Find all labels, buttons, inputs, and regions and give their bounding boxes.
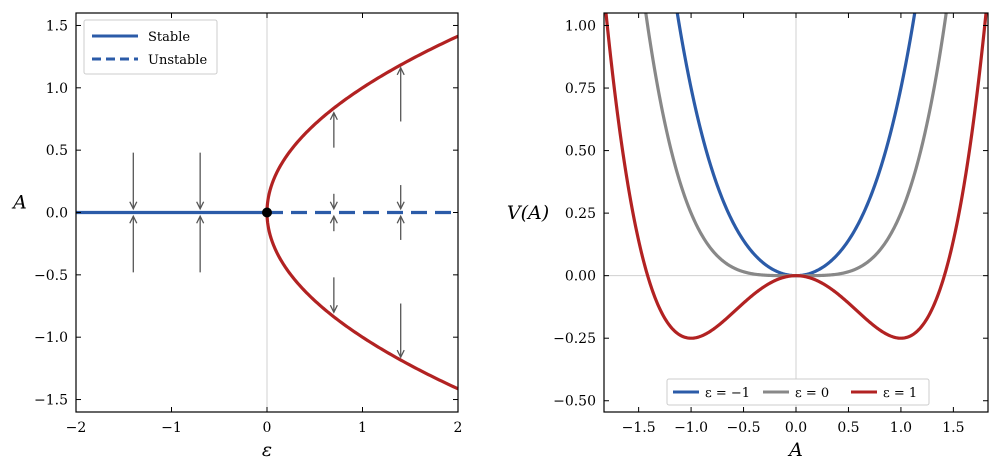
right-x-tick-label: −1.0 — [674, 420, 708, 436]
bifurcation-diagram-panel: −2 −1 0 1 2 1.5 1.0 0.5 0.0 −0.5 −1.0 −1.5 ε A Stab… — [11, 12, 463, 461]
flow-arrow — [196, 152, 205, 211]
flow-arrow — [396, 303, 405, 359]
right-legend-box — [666, 378, 930, 406]
right-x-tick-label: −1.5 — [622, 420, 656, 436]
right-x-tick-label: 0.5 — [837, 420, 859, 436]
right-y-tick-label: 0.75 — [565, 81, 596, 97]
legend-label-unstable: Unstable — [148, 53, 207, 68]
left-y-tick-label: 0.0 — [46, 206, 68, 222]
right-y-tick-label: 1.00 — [565, 19, 596, 35]
left-y-tick-label: −1.0 — [34, 330, 68, 346]
right-y-tick-label: −0.25 — [553, 331, 596, 347]
flow-arrow — [396, 214, 405, 240]
legend-label-eps-0: ε = 0 — [795, 386, 829, 401]
left-y-tick-label: 1.5 — [46, 18, 68, 34]
potential-curve-eps-1 — [604, 13, 988, 340]
flow-arrow — [129, 214, 138, 273]
flow-arrow — [329, 193, 338, 211]
left-series-stable-upper-branch — [265, 34, 459, 213]
left-y-axis-label: A — [11, 192, 27, 214]
right-y-tick-label: 0.00 — [565, 269, 596, 285]
right-y-tick-label: 0.50 — [565, 144, 596, 160]
left-y-tick-label: −1.5 — [34, 393, 68, 409]
legend-label-eps-neg1: ε = −1 — [705, 386, 750, 401]
flow-arrow — [329, 214, 338, 232]
right-x-tick-label: −0.5 — [727, 420, 761, 436]
left-legend-box — [83, 19, 218, 75]
left-x-tick-label: 1 — [358, 420, 367, 436]
flow-arrow — [129, 152, 138, 211]
right-legend: ε = −1 ε = 0 ε = 1 — [666, 378, 930, 406]
legend-label-eps-1: ε = 1 — [883, 386, 917, 401]
left-series-stable-lower-branch — [265, 212, 459, 391]
flow-arrow — [196, 214, 205, 273]
left-y-tick-label: −0.5 — [34, 268, 68, 284]
left-x-tick-label: 0 — [263, 420, 272, 436]
flow-arrow — [329, 111, 338, 148]
potential-panel: −1.5 −1.0 −0.5 0.0 0.5 1.0 1.5 1.00 0.75 0.50 0.25… — [507, 12, 989, 461]
bifurcation-point — [262, 207, 272, 218]
left-plot-frame — [75, 12, 459, 413]
right-x-tick-label: 1.0 — [890, 420, 912, 436]
left-y-tick-label: 0.5 — [46, 143, 68, 159]
left-y-tick-label: 1.0 — [46, 81, 68, 97]
right-plot-frame — [603, 12, 989, 413]
legend-label-stable: Stable — [148, 30, 190, 45]
right-x-tick-label: 0.0 — [785, 420, 807, 436]
flow-arrow — [396, 66, 405, 122]
left-x-tick-label: −1 — [161, 420, 182, 436]
left-x-tick-label: −2 — [66, 420, 87, 436]
right-x-axis-label: A — [787, 439, 803, 461]
left-x-tick-label: 2 — [454, 420, 463, 436]
right-y-tick-label: 0.25 — [565, 206, 596, 222]
right-x-tick-label: 1.5 — [942, 420, 964, 436]
right-y-tick-label: −0.50 — [553, 394, 596, 410]
right-y-axis-label: V(A) — [507, 202, 549, 224]
left-legend: Stable Unstable — [83, 19, 218, 75]
flow-arrow — [329, 277, 338, 314]
left-x-axis-label: ε — [262, 439, 272, 461]
flow-arrow — [396, 185, 405, 211]
